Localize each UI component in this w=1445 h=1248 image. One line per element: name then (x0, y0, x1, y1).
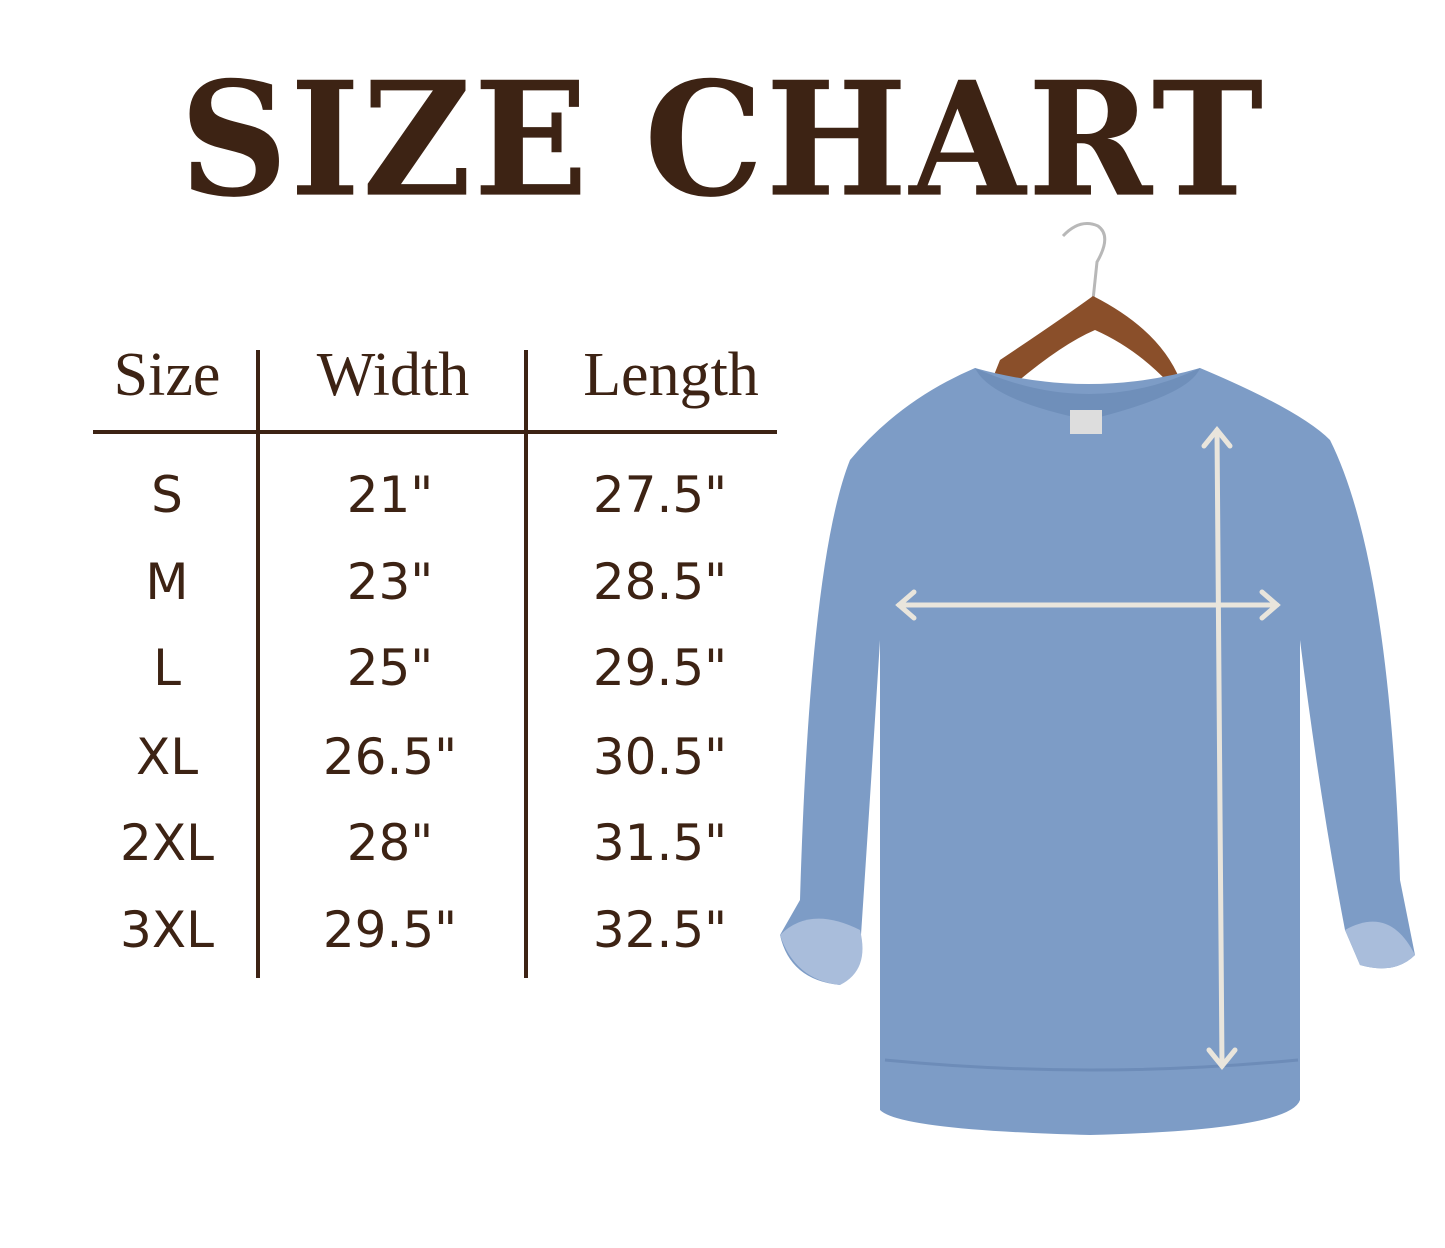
cell-width: 23" (346, 553, 434, 611)
cell-width: 26.5" (322, 728, 458, 786)
header-width: Width (316, 341, 470, 409)
cell-size: S (151, 466, 183, 524)
header-divider (93, 430, 777, 434)
width-arrow-icon (895, 589, 1281, 621)
cell-size: L (153, 639, 181, 697)
length-arrow-icon (1201, 426, 1238, 1070)
cell-width: 25" (346, 639, 434, 697)
cell-size: 3XL (120, 901, 214, 959)
cell-length: 32.5" (592, 901, 728, 959)
cell-length: 27.5" (592, 466, 728, 524)
cell-length: 28.5" (592, 553, 728, 611)
column-divider (524, 350, 528, 978)
cell-size: M (145, 553, 189, 611)
sweatshirt-image (780, 368, 1415, 1135)
header-length: Length (583, 341, 759, 409)
cell-length: 29.5" (592, 639, 728, 697)
cell-size: XL (135, 728, 199, 786)
cell-size: 2XL (120, 814, 214, 872)
header-size: Size (113, 341, 221, 409)
cell-width: 21" (346, 466, 434, 524)
column-divider (256, 350, 260, 978)
cell-width: 29.5" (322, 901, 458, 959)
hanger-icon (990, 222, 1180, 390)
cell-length: 31.5" (592, 814, 728, 872)
page-title: SIZE CHART (179, 47, 1266, 233)
cell-length: 30.5" (592, 728, 728, 786)
cell-width: 28" (346, 814, 434, 872)
